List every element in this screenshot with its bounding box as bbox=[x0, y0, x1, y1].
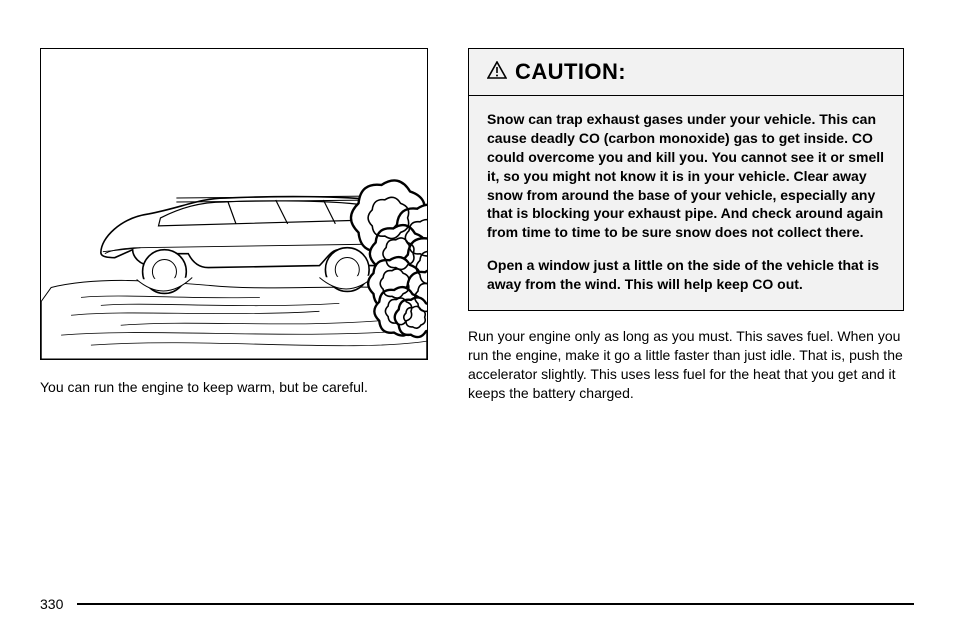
caution-paragraph: Open a window just a little on the side … bbox=[487, 256, 885, 294]
illustration-vehicle-in-snow bbox=[40, 48, 428, 360]
warning-triangle-icon bbox=[487, 61, 507, 84]
left-column: You can run the engine to keep warm, but… bbox=[40, 48, 440, 403]
illustration-caption: You can run the engine to keep warm, but… bbox=[40, 378, 440, 396]
columns: You can run the engine to keep warm, but… bbox=[40, 48, 914, 403]
footer-rule bbox=[77, 603, 914, 605]
illustration-svg bbox=[41, 49, 427, 359]
caution-header: CAUTION: bbox=[469, 49, 903, 96]
page-footer: 330 bbox=[40, 596, 914, 612]
manual-page: You can run the engine to keep warm, but… bbox=[0, 0, 954, 636]
caution-body: Snow can trap exhaust gases under your v… bbox=[469, 96, 903, 310]
caution-paragraph: Snow can trap exhaust gases under your v… bbox=[487, 110, 885, 242]
followup-paragraph: Run your engine only as long as you must… bbox=[468, 327, 904, 403]
caution-title: CAUTION: bbox=[515, 59, 626, 85]
caution-box: CAUTION: Snow can trap exhaust gases und… bbox=[468, 48, 904, 311]
right-column: CAUTION: Snow can trap exhaust gases und… bbox=[468, 48, 904, 403]
page-number: 330 bbox=[40, 596, 63, 612]
